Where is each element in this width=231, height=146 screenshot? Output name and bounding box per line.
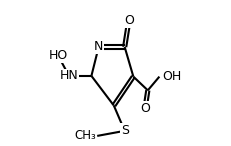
Text: O: O bbox=[139, 102, 149, 115]
Text: CH₃: CH₃ bbox=[74, 129, 95, 142]
Text: OH: OH bbox=[161, 70, 181, 83]
Text: N: N bbox=[94, 40, 103, 53]
Text: O: O bbox=[124, 14, 133, 27]
Text: HN: HN bbox=[59, 69, 78, 82]
Text: S: S bbox=[120, 124, 128, 137]
Text: HO: HO bbox=[48, 49, 67, 62]
